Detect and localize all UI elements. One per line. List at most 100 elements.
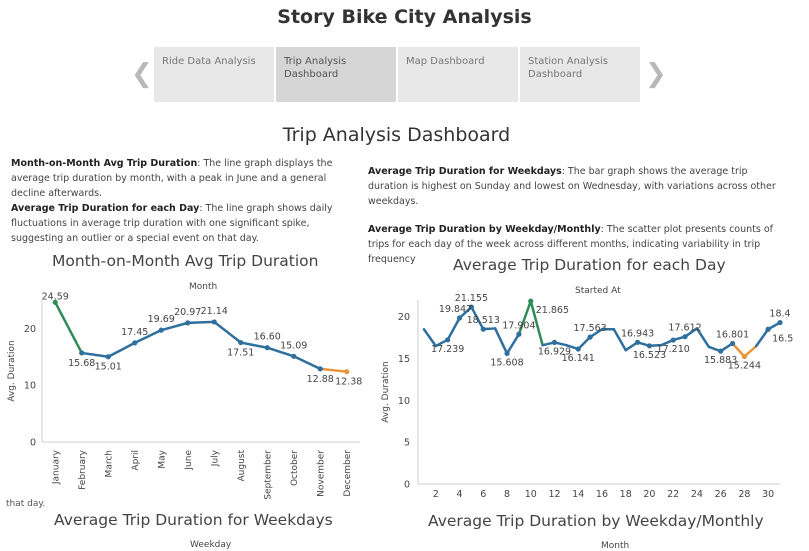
data-label: 20.97 <box>174 307 201 318</box>
monthly-line-chart[interactable]: 0 10 20 Avg. Duration 24.59 15.68 15.01 17.4519… <box>0 290 370 500</box>
description-label: Month-on-Month Avg Trip Duration <box>11 158 198 169</box>
data-label: 15.244 <box>728 361 761 372</box>
story-tabs: Ride Data Analysis Trip Analysis Dashboa… <box>154 47 640 102</box>
x-tick-label: 14 <box>572 489 584 500</box>
chart-subtitle-daily: Started At <box>575 286 621 296</box>
y-axis-title: Avg. Duration <box>381 361 391 422</box>
tab-map-dashboard[interactable]: Map Dashboard <box>398 47 518 102</box>
x-tick-label: 30 <box>762 489 774 500</box>
data-label: 16.929 <box>538 346 571 357</box>
series-segment <box>505 333 521 355</box>
chevron-right-icon[interactable]: ❯ <box>645 59 667 89</box>
chart-subtitle-weekdays: Weekday <box>190 540 232 550</box>
data-point <box>504 350 510 357</box>
series-segment <box>493 327 509 355</box>
chart-subtitle-weekday-monthly: Month <box>601 541 630 551</box>
x-tick-label: 4 <box>457 489 463 500</box>
data-label: 19.847 <box>439 304 472 315</box>
data-label: 18.4 <box>769 309 790 320</box>
data-label: 24.59 <box>42 291 69 302</box>
data-label: 21.155 <box>455 293 488 304</box>
data-point <box>670 337 676 343</box>
data-point <box>634 339 641 345</box>
description-label: Average Trip Duration for each Day <box>11 203 200 214</box>
data-point <box>132 340 138 346</box>
series-segment <box>107 341 136 358</box>
data-label: 21.14 <box>201 306 228 317</box>
x-tick-label: November <box>316 450 326 497</box>
description-text: : The scatter plot presents counts of tr… <box>368 224 774 265</box>
data-label: 12.38 <box>335 377 362 388</box>
series-segment <box>133 328 163 345</box>
data-point <box>52 299 58 305</box>
x-tick-label: 24 <box>691 489 703 500</box>
x-tick-label: 8 <box>504 489 510 500</box>
story-title: Story Bike City Analysis <box>277 6 532 28</box>
data-label: 21.865 <box>536 305 569 316</box>
data-label: 15.68 <box>68 358 95 369</box>
data-point <box>344 369 350 375</box>
data-label: 15.01 <box>95 362 122 373</box>
description-weekday-monthly: Average Trip Duration by Weekday/Monthly… <box>368 222 780 267</box>
chart-title-weekdays: Average Trip Duration for Weekdays <box>54 511 333 529</box>
series-segment <box>186 320 216 325</box>
data-label: 16.5 <box>772 333 793 344</box>
data-label: 17.210 <box>657 344 690 355</box>
dashboard-title: Trip Analysis Dashboard <box>282 124 511 146</box>
data-label: 12.88 <box>307 374 334 385</box>
data-label: 17.563 <box>573 323 606 334</box>
data-point <box>79 350 85 356</box>
tab-station-analysis-dashboard[interactable]: Station Analysis Dashboard <box>520 47 640 102</box>
x-tick-label: January <box>51 449 61 485</box>
data-point <box>468 304 475 310</box>
data-point <box>105 354 111 360</box>
x-tick-label: April <box>131 450 141 471</box>
y-tick-label: 20 <box>398 312 410 323</box>
x-tick-label: 18 <box>620 489 632 500</box>
series-segment <box>743 344 758 358</box>
x-tick-label: June <box>184 450 194 471</box>
data-point <box>185 320 191 326</box>
data-point <box>741 353 747 360</box>
x-tick-label: 10 <box>525 489 537 500</box>
data-point <box>587 334 593 340</box>
data-point <box>264 345 270 351</box>
tab-ride-data-analysis[interactable]: Ride Data Analysis <box>154 47 274 102</box>
x-tick-label: 28 <box>738 489 750 500</box>
series-segment <box>458 305 473 320</box>
data-point <box>765 326 771 332</box>
data-label: 18.513 <box>467 315 500 326</box>
y-tick-label: 20 <box>24 324 36 335</box>
data-point <box>777 319 783 326</box>
data-point <box>682 334 688 340</box>
x-tick-label: 22 <box>667 489 679 500</box>
y-tick-label: 5 <box>404 438 410 449</box>
chevron-left-icon[interactable]: ❮ <box>131 59 153 89</box>
y-tick-label: 15 <box>398 354 410 365</box>
description-monthly: Month-on-Month Avg Trip Duration: The li… <box>11 156 356 201</box>
tab-trip-analysis-dashboard[interactable]: Trip Analysis Dashboard <box>276 47 396 102</box>
series-segment <box>695 327 711 349</box>
data-label: 19.69 <box>148 314 175 325</box>
data-point <box>516 331 522 337</box>
data-label: 17.612 <box>668 323 701 334</box>
series-segment <box>292 355 322 371</box>
description-text: : The line graph shows daily fluctuation… <box>11 203 333 244</box>
data-point <box>729 340 736 347</box>
series-segment <box>319 367 348 373</box>
description-label: Average Trip Duration for Weekdays <box>368 166 562 177</box>
x-tick-label: 16 <box>596 489 608 500</box>
data-label: 16.60 <box>254 332 281 343</box>
data-label: 15.09 <box>280 340 307 351</box>
data-label: 17.45 <box>121 327 148 338</box>
series-segment <box>576 335 592 351</box>
x-tick-label: September <box>263 450 273 500</box>
series-segment <box>446 316 461 342</box>
y-tick-label: 0 <box>404 480 410 491</box>
y-tick-label: 10 <box>24 381 36 392</box>
data-label: 16.943 <box>621 328 654 339</box>
data-point <box>238 339 244 346</box>
description-label: Average Trip Duration by Weekday/Monthly <box>368 224 601 235</box>
description-left: Month-on-Month Avg Trip Duration : The li… <box>11 156 356 246</box>
